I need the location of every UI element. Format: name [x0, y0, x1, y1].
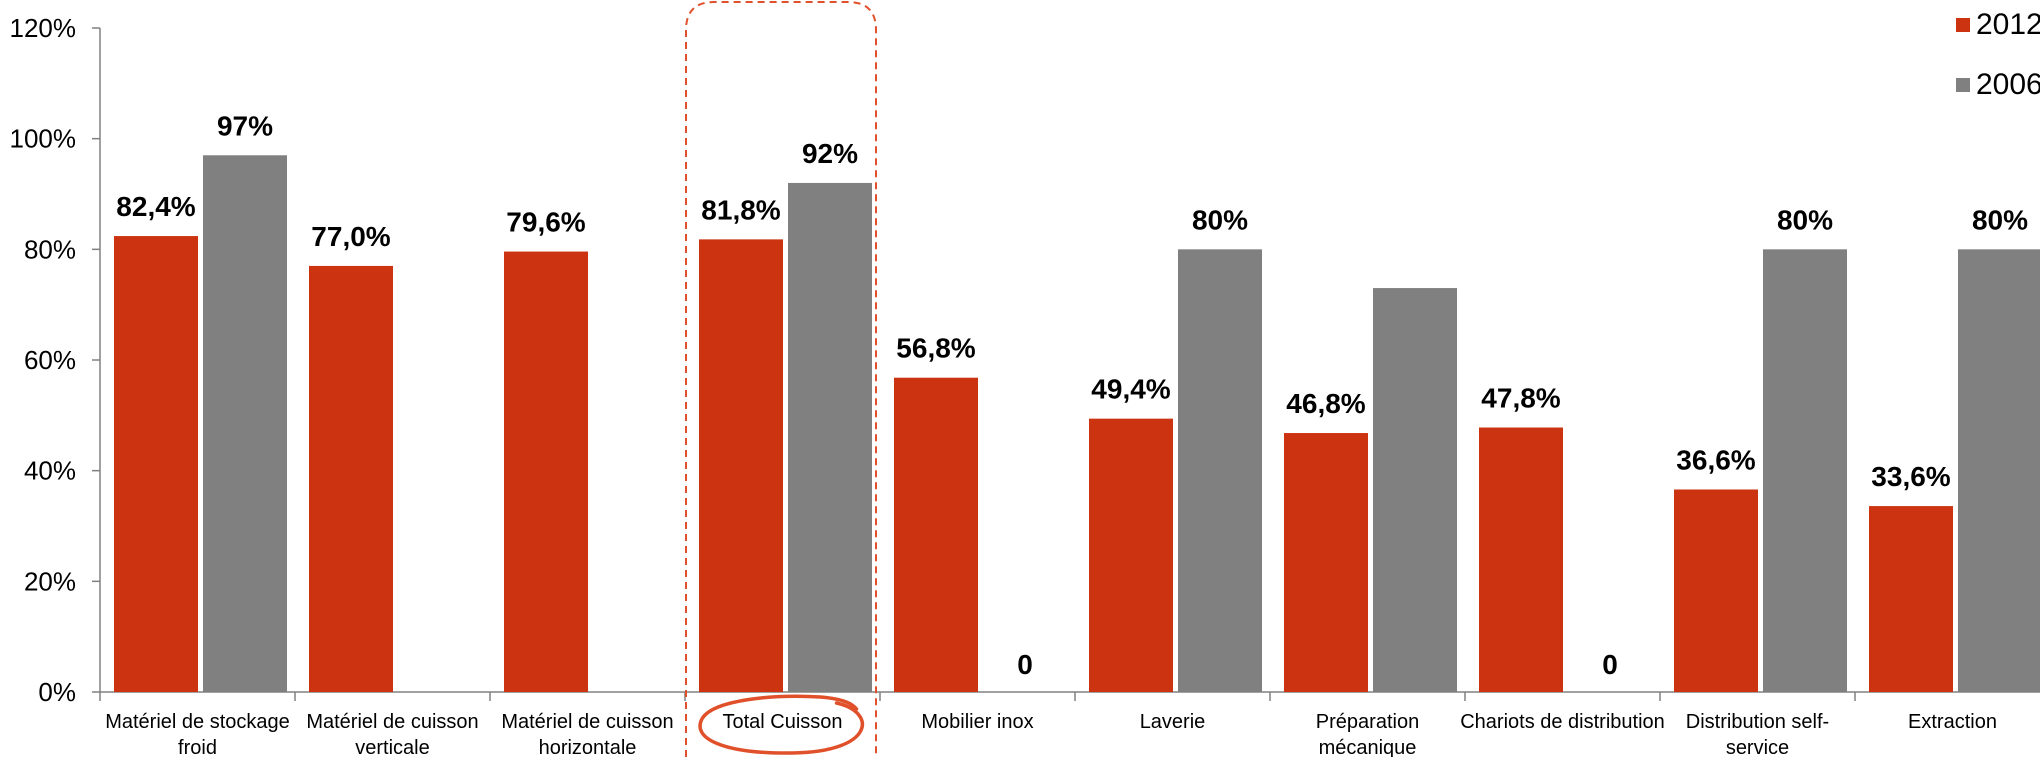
- bar-2012-6: [1284, 433, 1368, 692]
- category-label: verticale: [355, 737, 429, 757]
- data-label-2012-1: 77,0%: [311, 221, 390, 252]
- data-label-2012-7: 47,8%: [1481, 383, 1560, 414]
- category-labels: Matériel de stockage froid Matériel de cui…: [105, 711, 1997, 757]
- data-label-2012-8: 36,6%: [1676, 444, 1755, 475]
- bar-2006-8: [1763, 249, 1847, 692]
- data-label-2006-0: 97%: [217, 110, 273, 141]
- category-label: Total Cuisson: [722, 711, 842, 733]
- y-tick-label: 40%: [24, 456, 76, 486]
- data-label-2006-9: 80%: [1972, 204, 2028, 235]
- bar-2012-0: [114, 236, 198, 692]
- data-label-2012-6: 46,8%: [1286, 388, 1365, 419]
- bar-2012-8: [1674, 489, 1758, 692]
- category-label: Laverie: [1140, 711, 1206, 733]
- bar-2006-3: [788, 183, 872, 692]
- category-label: mécanique: [1319, 737, 1417, 757]
- bar-2012-1: [309, 266, 393, 692]
- category-label: Matériel de cuisson: [501, 711, 673, 733]
- data-label-2012-0: 82,4%: [116, 191, 195, 222]
- legend-swatch-2006: [1956, 78, 1970, 92]
- category-label: Matériel de cuisson: [306, 711, 478, 733]
- data-label-2012-4: 56,8%: [896, 333, 975, 364]
- category-label: Matériel de stockage: [105, 711, 290, 733]
- data-label-2006-4: 0: [1017, 649, 1033, 680]
- data-label-2006-7: 0: [1602, 649, 1618, 680]
- y-tick-label: 0%: [38, 677, 76, 707]
- bar-2012-3: [699, 239, 783, 692]
- data-label-2012-3: 81,8%: [701, 194, 780, 225]
- y-tick-label: 100%: [10, 124, 77, 154]
- category-label: froid: [178, 737, 217, 757]
- y-tick-label: 80%: [24, 234, 76, 264]
- bar-2012-7: [1479, 428, 1563, 692]
- data-label-2012-5: 49,4%: [1091, 374, 1170, 405]
- category-label: Mobilier inox: [921, 711, 1033, 733]
- data-label-2006-5: 80%: [1192, 204, 1248, 235]
- category-label: Chariots de distribution: [1460, 711, 1665, 733]
- data-label-2006-3: 92%: [802, 138, 858, 169]
- bar-2012-4: [894, 378, 978, 692]
- category-label: horizontale: [539, 737, 637, 757]
- category-label: Extraction: [1908, 711, 1997, 733]
- bar-2012-2: [504, 252, 588, 692]
- legend: 2012 2006: [1956, 8, 2040, 101]
- data-label-2012-9: 33,6%: [1871, 461, 1950, 492]
- bar-2012-5: [1089, 419, 1173, 692]
- category-label: Préparation: [1316, 711, 1419, 733]
- category-label: service: [1726, 737, 1789, 757]
- data-label-2006-8: 80%: [1777, 204, 1833, 235]
- data-label-2012-2: 79,6%: [506, 207, 585, 238]
- legend-label-2006: 2006: [1976, 68, 2040, 101]
- legend-label-2012: 2012: [1976, 8, 2040, 41]
- y-tick-label: 60%: [24, 345, 76, 375]
- y-tick-label: 120%: [10, 13, 77, 43]
- y-tick-label: 20%: [24, 566, 76, 596]
- category-label: Distribution self-: [1686, 711, 1829, 733]
- bar-2006-5: [1178, 249, 1262, 692]
- bar-2012-9: [1869, 506, 1953, 692]
- bars: [114, 155, 2040, 692]
- bar-2006-9: [1958, 249, 2040, 692]
- legend-swatch-2012: [1956, 18, 1970, 32]
- bar-2006-6: [1373, 288, 1457, 692]
- bar-2006-0: [203, 155, 287, 692]
